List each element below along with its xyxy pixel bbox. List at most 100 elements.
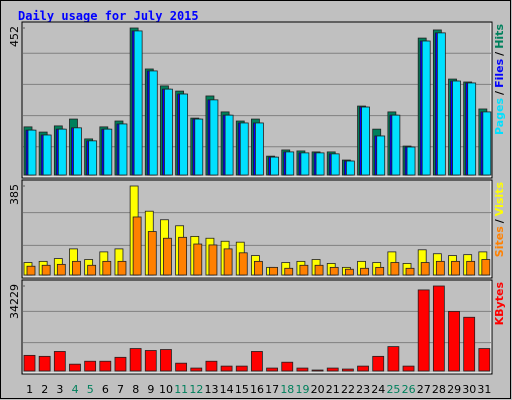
bar xyxy=(463,316,476,372)
bar xyxy=(144,350,157,372)
bar xyxy=(129,348,142,372)
x-tick-label: 13 xyxy=(205,383,219,396)
x-tick-label: 18 xyxy=(280,383,294,396)
bar xyxy=(41,264,51,276)
x-tick-label: 10 xyxy=(159,383,173,396)
bar xyxy=(175,362,188,372)
bar xyxy=(73,127,82,176)
bar xyxy=(88,140,98,176)
bar xyxy=(452,80,461,176)
x-tick-label: 25 xyxy=(386,383,400,396)
bar xyxy=(311,369,324,372)
x-tick-label: 24 xyxy=(371,383,385,396)
legend-separator: / xyxy=(493,51,506,56)
x-tick-label: 28 xyxy=(432,383,446,396)
legend: KBytes xyxy=(493,282,506,326)
bar xyxy=(329,266,339,276)
bar xyxy=(285,151,295,176)
bar xyxy=(209,99,219,176)
bar xyxy=(436,32,446,176)
bar xyxy=(406,146,416,176)
bar xyxy=(357,365,369,372)
x-tick-label: 17 xyxy=(265,383,279,396)
y-tick-label: 385 xyxy=(8,184,21,205)
bar xyxy=(481,259,491,276)
x-tick-label: 5 xyxy=(87,383,94,396)
bar xyxy=(478,348,491,372)
bar xyxy=(23,354,36,372)
bar xyxy=(133,30,143,176)
bar xyxy=(435,260,445,276)
bar xyxy=(223,248,233,276)
y-tick-label: 34229 xyxy=(8,284,21,319)
bar xyxy=(190,367,203,372)
bar xyxy=(27,129,37,176)
x-tick-label: 27 xyxy=(417,383,431,396)
bar xyxy=(160,349,172,372)
bar xyxy=(467,82,477,176)
bar xyxy=(432,285,445,372)
bar xyxy=(239,122,249,176)
bar xyxy=(84,360,97,372)
bar xyxy=(238,252,248,276)
bar xyxy=(38,355,51,372)
bar xyxy=(421,40,431,176)
legend-entry: Files xyxy=(493,58,506,88)
legend-entry: KBytes xyxy=(493,282,506,326)
x-tick-label: 20 xyxy=(311,383,325,396)
bar xyxy=(376,135,386,176)
bar xyxy=(72,260,81,276)
x-tick-label: 9 xyxy=(147,383,154,396)
bar xyxy=(102,260,112,276)
bar xyxy=(270,156,279,176)
bar xyxy=(405,267,415,276)
bar xyxy=(26,265,36,276)
x-tick-label: 19 xyxy=(295,383,309,396)
bar xyxy=(391,114,401,176)
bar xyxy=(360,267,369,276)
bar xyxy=(482,111,492,176)
legend-entry: Hits xyxy=(493,24,506,49)
bar xyxy=(132,216,142,276)
bar xyxy=(205,360,218,372)
bar xyxy=(300,152,310,176)
bar xyxy=(387,346,400,372)
x-tick-label: 14 xyxy=(220,383,234,396)
x-tick-label: 15 xyxy=(235,383,249,396)
bar xyxy=(284,267,294,276)
x-tick-label: 26 xyxy=(402,383,416,396)
bar xyxy=(255,122,264,176)
bar xyxy=(99,360,112,372)
legend-entry: Pages xyxy=(493,97,506,135)
bar xyxy=(42,134,52,176)
x-tick-label: 3 xyxy=(56,383,63,396)
x-tick-label: 4 xyxy=(72,383,79,396)
legend-entry: Visits xyxy=(493,182,506,217)
bar xyxy=(53,351,66,372)
bar xyxy=(224,114,234,176)
x-tick-label: 11 xyxy=(174,383,188,396)
bar xyxy=(372,355,385,372)
bar xyxy=(178,236,188,276)
bar xyxy=(254,260,263,276)
bar xyxy=(451,260,460,276)
bar xyxy=(194,118,204,176)
x-tick-label: 1 xyxy=(26,383,33,396)
bar xyxy=(299,264,309,276)
bar xyxy=(179,93,189,176)
legend-separator: / xyxy=(493,218,506,223)
bar xyxy=(148,70,158,176)
bar xyxy=(296,367,309,372)
x-tick-label: 8 xyxy=(132,383,139,396)
bar xyxy=(361,106,370,176)
bar xyxy=(114,356,127,372)
x-tick-label: 29 xyxy=(447,383,461,396)
legend-separator: / xyxy=(493,90,506,95)
bar xyxy=(390,262,400,276)
bar xyxy=(57,128,67,176)
bar xyxy=(448,311,460,372)
bar xyxy=(147,231,157,276)
bar xyxy=(315,152,325,176)
bar xyxy=(208,244,218,276)
